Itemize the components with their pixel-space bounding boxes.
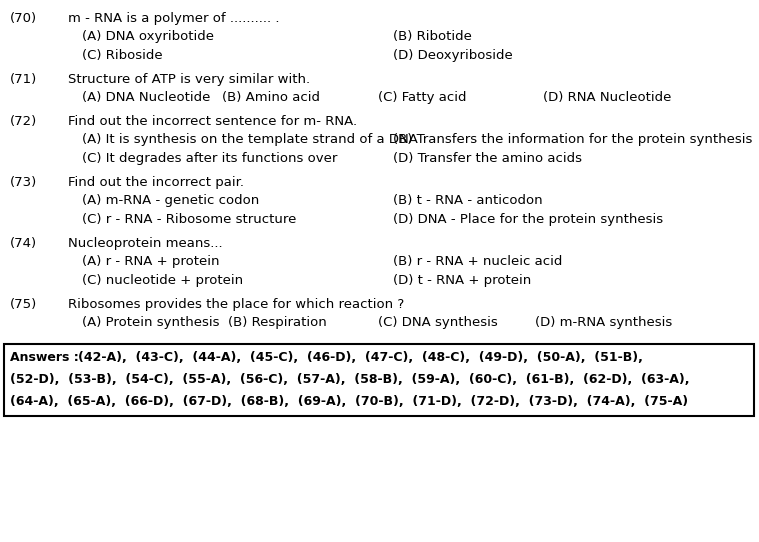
Text: (C) r - RNA - Ribosome structure: (C) r - RNA - Ribosome structure [82, 213, 296, 226]
Text: (A) It is synthesis on the template strand of a DNA: (A) It is synthesis on the template stra… [82, 133, 418, 146]
Text: (64-A),  (65-A),  (66-D),  (67-D),  (68-B),  (69-A),  (70-B),  (71-D),  (72-D), : (64-A), (65-A), (66-D), (67-D), (68-B), … [10, 395, 688, 408]
Text: Ribosomes provides the place for which reaction ?: Ribosomes provides the place for which r… [68, 298, 405, 311]
Text: (A) m-RNA - genetic codon: (A) m-RNA - genetic codon [82, 194, 260, 207]
Text: (D) Transfer the amino acids: (D) Transfer the amino acids [393, 152, 582, 165]
Text: (C) nucleotide + protein: (C) nucleotide + protein [82, 274, 243, 287]
Text: (A) Protein synthesis: (A) Protein synthesis [82, 316, 219, 329]
Text: (A) r - RNA + protein: (A) r - RNA + protein [82, 255, 219, 268]
Text: (D) m-RNA synthesis: (D) m-RNA synthesis [535, 316, 672, 329]
Text: (B) r - RNA + nucleic acid: (B) r - RNA + nucleic acid [393, 255, 562, 268]
Text: (74): (74) [10, 237, 37, 250]
Text: (D) t - RNA + protein: (D) t - RNA + protein [393, 274, 531, 287]
Text: (72): (72) [10, 115, 37, 128]
Text: (D) RNA Nucleotide: (D) RNA Nucleotide [543, 91, 672, 104]
Text: (42-A),  (43-C),  (44-A),  (45-C),  (46-D),  (47-C),  (48-C),  (49-D),  (50-A), : (42-A), (43-C), (44-A), (45-C), (46-D), … [78, 351, 643, 364]
Text: (C) Riboside: (C) Riboside [82, 49, 162, 62]
Text: (B) t - RNA - anticodon: (B) t - RNA - anticodon [393, 194, 543, 207]
FancyBboxPatch shape [4, 344, 754, 416]
Text: (B) Amino acid: (B) Amino acid [222, 91, 320, 104]
Text: (73): (73) [10, 176, 37, 189]
Text: Structure of ATP is very similar with.: Structure of ATP is very similar with. [68, 73, 310, 86]
Text: (B) Respiration: (B) Respiration [228, 316, 327, 329]
Text: (52-D),  (53-B),  (54-C),  (55-A),  (56-C),  (57-A),  (58-B),  (59-A),  (60-C), : (52-D), (53-B), (54-C), (55-A), (56-C), … [10, 373, 689, 386]
Text: (C) It degrades after its functions over: (C) It degrades after its functions over [82, 152, 337, 165]
Text: (75): (75) [10, 298, 37, 311]
Text: m - RNA is a polymer of .......... .: m - RNA is a polymer of .......... . [68, 12, 279, 25]
Text: (70): (70) [10, 12, 37, 25]
Text: (C) Fatty acid: (C) Fatty acid [378, 91, 467, 104]
Text: Nucleoprotein means...: Nucleoprotein means... [68, 237, 222, 250]
Text: (71): (71) [10, 73, 37, 86]
Text: (B) Transfers the information for the protein synthesis: (B) Transfers the information for the pr… [393, 133, 752, 146]
Text: (C) DNA synthesis: (C) DNA synthesis [378, 316, 498, 329]
Text: Find out the incorrect pair.: Find out the incorrect pair. [68, 176, 244, 189]
Text: Answers :: Answers : [10, 351, 87, 364]
Text: (D) Deoxyriboside: (D) Deoxyriboside [393, 49, 513, 62]
Text: Find out the incorrect sentence for m- RNA.: Find out the incorrect sentence for m- R… [68, 115, 357, 128]
Text: (A) DNA Nucleotide: (A) DNA Nucleotide [82, 91, 210, 104]
Text: (D) DNA - Place for the protein synthesis: (D) DNA - Place for the protein synthesi… [393, 213, 663, 226]
Text: (A) DNA oxyribotide: (A) DNA oxyribotide [82, 30, 214, 43]
Text: (B) Ribotide: (B) Ribotide [393, 30, 472, 43]
